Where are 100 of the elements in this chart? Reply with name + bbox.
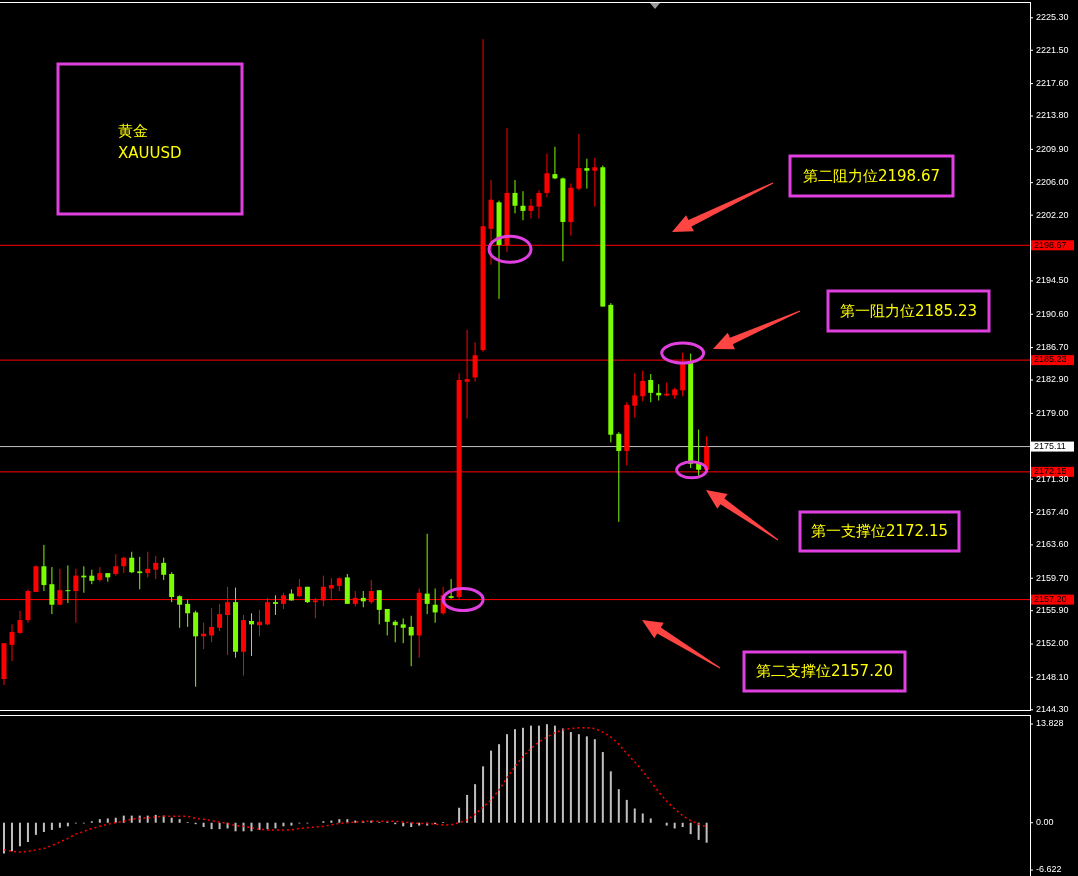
- candlestick: [177, 594, 183, 629]
- candlestick: [512, 179, 518, 214]
- bar: [154, 814, 157, 823]
- bar: [34, 822, 37, 835]
- bar: [210, 822, 213, 830]
- candlestick: [552, 146, 558, 180]
- candlestick: [400, 617, 406, 644]
- bar: [58, 822, 61, 828]
- bar: [649, 818, 652, 823]
- bar: [529, 725, 532, 823]
- y-tick-label: 2213.80: [1036, 110, 1069, 121]
- bar: [521, 727, 524, 823]
- ref-line-label: 2172.15: [1034, 466, 1067, 477]
- bar: [146, 815, 149, 823]
- candlestick: [616, 431, 622, 523]
- candlestick: [448, 578, 454, 600]
- bar: [170, 817, 173, 823]
- bar: [689, 822, 692, 835]
- candlestick: [632, 372, 638, 419]
- bar: [697, 822, 700, 840]
- bar: [537, 725, 540, 823]
- bar: [553, 725, 556, 823]
- bar: [498, 744, 501, 823]
- candlestick: [584, 158, 590, 190]
- candlestick: [592, 157, 598, 208]
- bar: [114, 817, 117, 823]
- ref-line-label: 2175.11: [1034, 440, 1066, 451]
- bar: [545, 724, 548, 823]
- annotation: 第二阻力位2198.67: [802, 166, 941, 185]
- y-tick-label: 2225.30: [1036, 12, 1069, 23]
- bar: [585, 736, 588, 823]
- y-tick-label: 2159.70: [1036, 572, 1069, 583]
- bar: [633, 808, 636, 823]
- candlestick: [640, 370, 646, 402]
- candlestick: [217, 603, 223, 632]
- candlestick: [161, 557, 167, 581]
- y-tick-label: 0.00: [1036, 817, 1054, 828]
- bar: [466, 794, 469, 823]
- line-series: [3, 727, 708, 853]
- candlestick: [49, 566, 55, 615]
- annotation: 第一阻力位2185.23: [839, 301, 978, 320]
- y-tick-label: 2144.30: [1036, 704, 1069, 715]
- ref-line-label: 2157.20: [1034, 593, 1067, 604]
- bar: [506, 734, 509, 823]
- bar: [130, 815, 133, 823]
- y-tick-label: 2194.50: [1036, 275, 1069, 286]
- bar: [266, 822, 269, 830]
- ref-line-label: 2198.67: [1034, 239, 1067, 250]
- bar: [178, 819, 181, 823]
- y-tick-label: 2217.60: [1036, 77, 1069, 88]
- bar: [665, 822, 668, 826]
- bar: [218, 822, 221, 830]
- bar: [338, 819, 341, 823]
- y-tick-label: 2152.00: [1036, 638, 1069, 649]
- y-tick-label: 2167.40: [1036, 506, 1069, 517]
- bar: [2, 822, 5, 854]
- bar: [354, 820, 357, 823]
- candlestick: [209, 607, 215, 643]
- candlestick: [536, 189, 542, 220]
- bar: [458, 807, 461, 823]
- y-tick-label: 2186.70: [1036, 341, 1069, 352]
- bar: [673, 822, 676, 829]
- bar: [601, 752, 604, 823]
- annotation: 第一支撑位2172.15: [810, 522, 949, 540]
- candlestick: [520, 190, 526, 221]
- bar: [625, 799, 628, 823]
- bar: [617, 789, 620, 823]
- bar: [482, 766, 485, 823]
- bar: [138, 815, 141, 823]
- bar: [290, 822, 293, 826]
- candlestick: [153, 555, 159, 580]
- y-tick-label: 2209.90: [1036, 143, 1069, 154]
- candlestick: [376, 589, 382, 625]
- bar: [418, 822, 421, 826]
- bar: [514, 729, 516, 823]
- bar: [474, 784, 477, 823]
- candlestick: [185, 599, 191, 628]
- ref-line-label: 2185.23: [1034, 354, 1067, 365]
- y-tick-label: 2155.90: [1036, 605, 1069, 616]
- bar: [234, 822, 237, 832]
- candlestick: [193, 610, 199, 688]
- bar: [577, 734, 580, 823]
- y-tick-label: 2206.00: [1036, 177, 1069, 188]
- candlestick: [169, 571, 175, 603]
- bar: [561, 728, 564, 823]
- y-tick-label: 2182.90: [1036, 374, 1069, 385]
- y-tick-label: 2190.60: [1036, 308, 1069, 319]
- bar: [50, 822, 53, 830]
- bar: [18, 822, 21, 847]
- candlestick: [424, 533, 430, 615]
- y-tick-label: 13.828: [1036, 718, 1064, 729]
- candlestick: [65, 564, 71, 604]
- y-tick-label: -6.622: [1036, 864, 1062, 875]
- bar: [490, 750, 493, 823]
- bar: [98, 819, 101, 823]
- annotation: 第二支撑位2157.20: [755, 662, 894, 680]
- candlestick: [544, 153, 550, 198]
- candlestick: [648, 373, 654, 403]
- y-tick-label: 2202.20: [1036, 209, 1069, 220]
- candlestick: [576, 133, 582, 191]
